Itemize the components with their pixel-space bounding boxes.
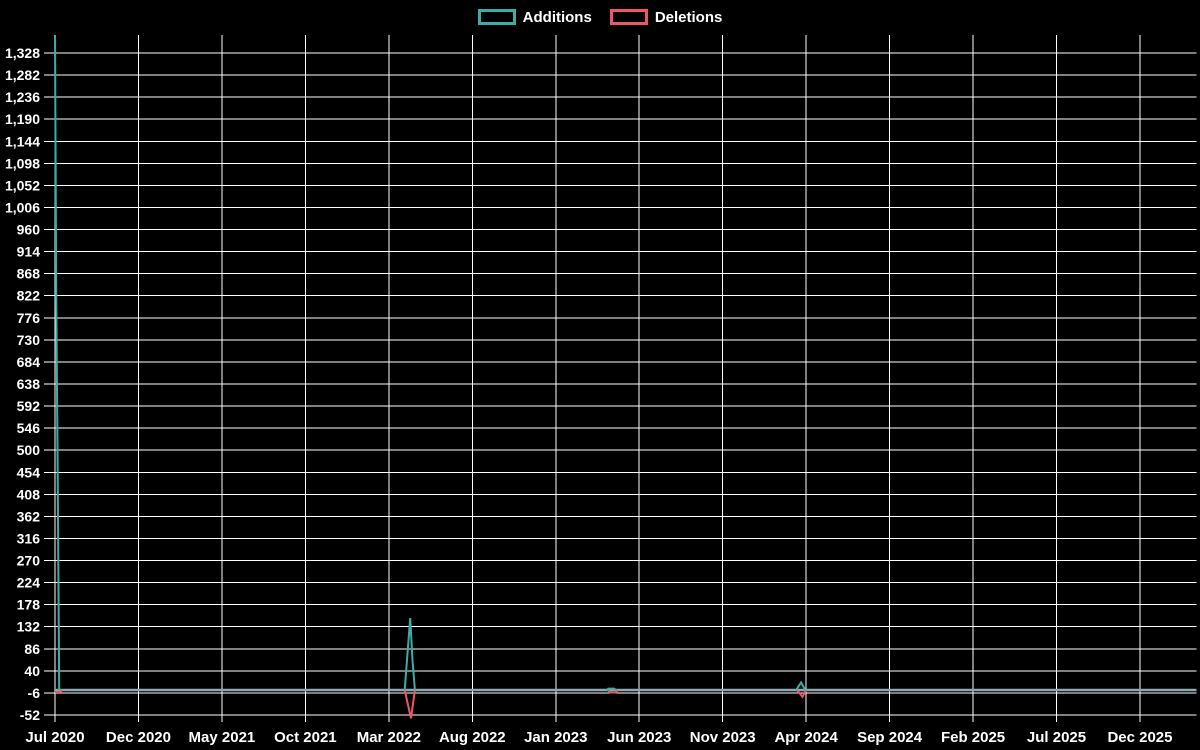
legend-label-additions: Additions — [522, 8, 592, 26]
svg-text:1,236: 1,236 — [5, 89, 40, 105]
svg-text:776: 776 — [17, 310, 41, 326]
svg-text:362: 362 — [17, 508, 41, 524]
svg-text:316: 316 — [17, 530, 41, 546]
svg-text:408: 408 — [17, 486, 41, 502]
svg-text:Mar 2022: Mar 2022 — [357, 729, 421, 746]
svg-text:-6: -6 — [28, 685, 41, 701]
svg-text:Aug 2022: Aug 2022 — [439, 729, 506, 746]
svg-text:1,282: 1,282 — [5, 67, 40, 83]
svg-text:592: 592 — [17, 398, 41, 414]
svg-text:Oct 2021: Oct 2021 — [274, 729, 337, 746]
svg-text:914: 914 — [17, 244, 41, 260]
svg-text:546: 546 — [17, 420, 41, 436]
svg-text:86: 86 — [24, 641, 40, 657]
svg-text:Feb 2025: Feb 2025 — [941, 729, 1005, 746]
svg-text:1,190: 1,190 — [5, 111, 40, 127]
svg-text:1,052: 1,052 — [5, 177, 40, 193]
additions-swatch-icon — [477, 9, 516, 25]
svg-text:224: 224 — [17, 575, 41, 591]
svg-text:-52: -52 — [20, 707, 40, 723]
svg-text:May 2021: May 2021 — [189, 729, 256, 746]
svg-text:Dec 2025: Dec 2025 — [1107, 729, 1172, 746]
svg-text:Jul 2020: Jul 2020 — [25, 729, 84, 746]
svg-text:Sep 2024: Sep 2024 — [857, 729, 923, 746]
svg-text:Nov 2023: Nov 2023 — [690, 729, 756, 746]
svg-text:684: 684 — [17, 354, 41, 370]
svg-text:270: 270 — [17, 553, 41, 569]
svg-text:1,006: 1,006 — [5, 199, 40, 215]
svg-text:Jun 2023: Jun 2023 — [607, 729, 671, 746]
deletions-swatch-icon — [609, 9, 648, 25]
svg-text:Dec 2020: Dec 2020 — [106, 729, 171, 746]
svg-text:822: 822 — [17, 288, 41, 304]
svg-text:868: 868 — [17, 266, 41, 282]
legend-item-additions[interactable]: Additions — [477, 8, 592, 26]
svg-text:40: 40 — [24, 663, 40, 679]
svg-text:178: 178 — [17, 597, 41, 613]
svg-text:500: 500 — [17, 442, 41, 458]
svg-text:1,328: 1,328 — [5, 45, 40, 61]
legend-label-deletions: Deletions — [654, 8, 723, 26]
svg-text:1,098: 1,098 — [5, 155, 40, 171]
svg-text:132: 132 — [17, 619, 41, 635]
svg-text:1,144: 1,144 — [5, 133, 40, 149]
svg-text:454: 454 — [17, 464, 41, 480]
chart-legend: Additions Deletions — [0, 9, 1200, 25]
svg-text:Jul 2025: Jul 2025 — [1027, 729, 1086, 746]
svg-text:960: 960 — [17, 222, 41, 238]
svg-text:Apr 2024: Apr 2024 — [774, 729, 838, 746]
legend-item-deletions[interactable]: Deletions — [609, 8, 723, 26]
svg-text:Jan 2023: Jan 2023 — [524, 729, 587, 746]
svg-text:730: 730 — [17, 332, 41, 348]
svg-text:638: 638 — [17, 376, 41, 392]
